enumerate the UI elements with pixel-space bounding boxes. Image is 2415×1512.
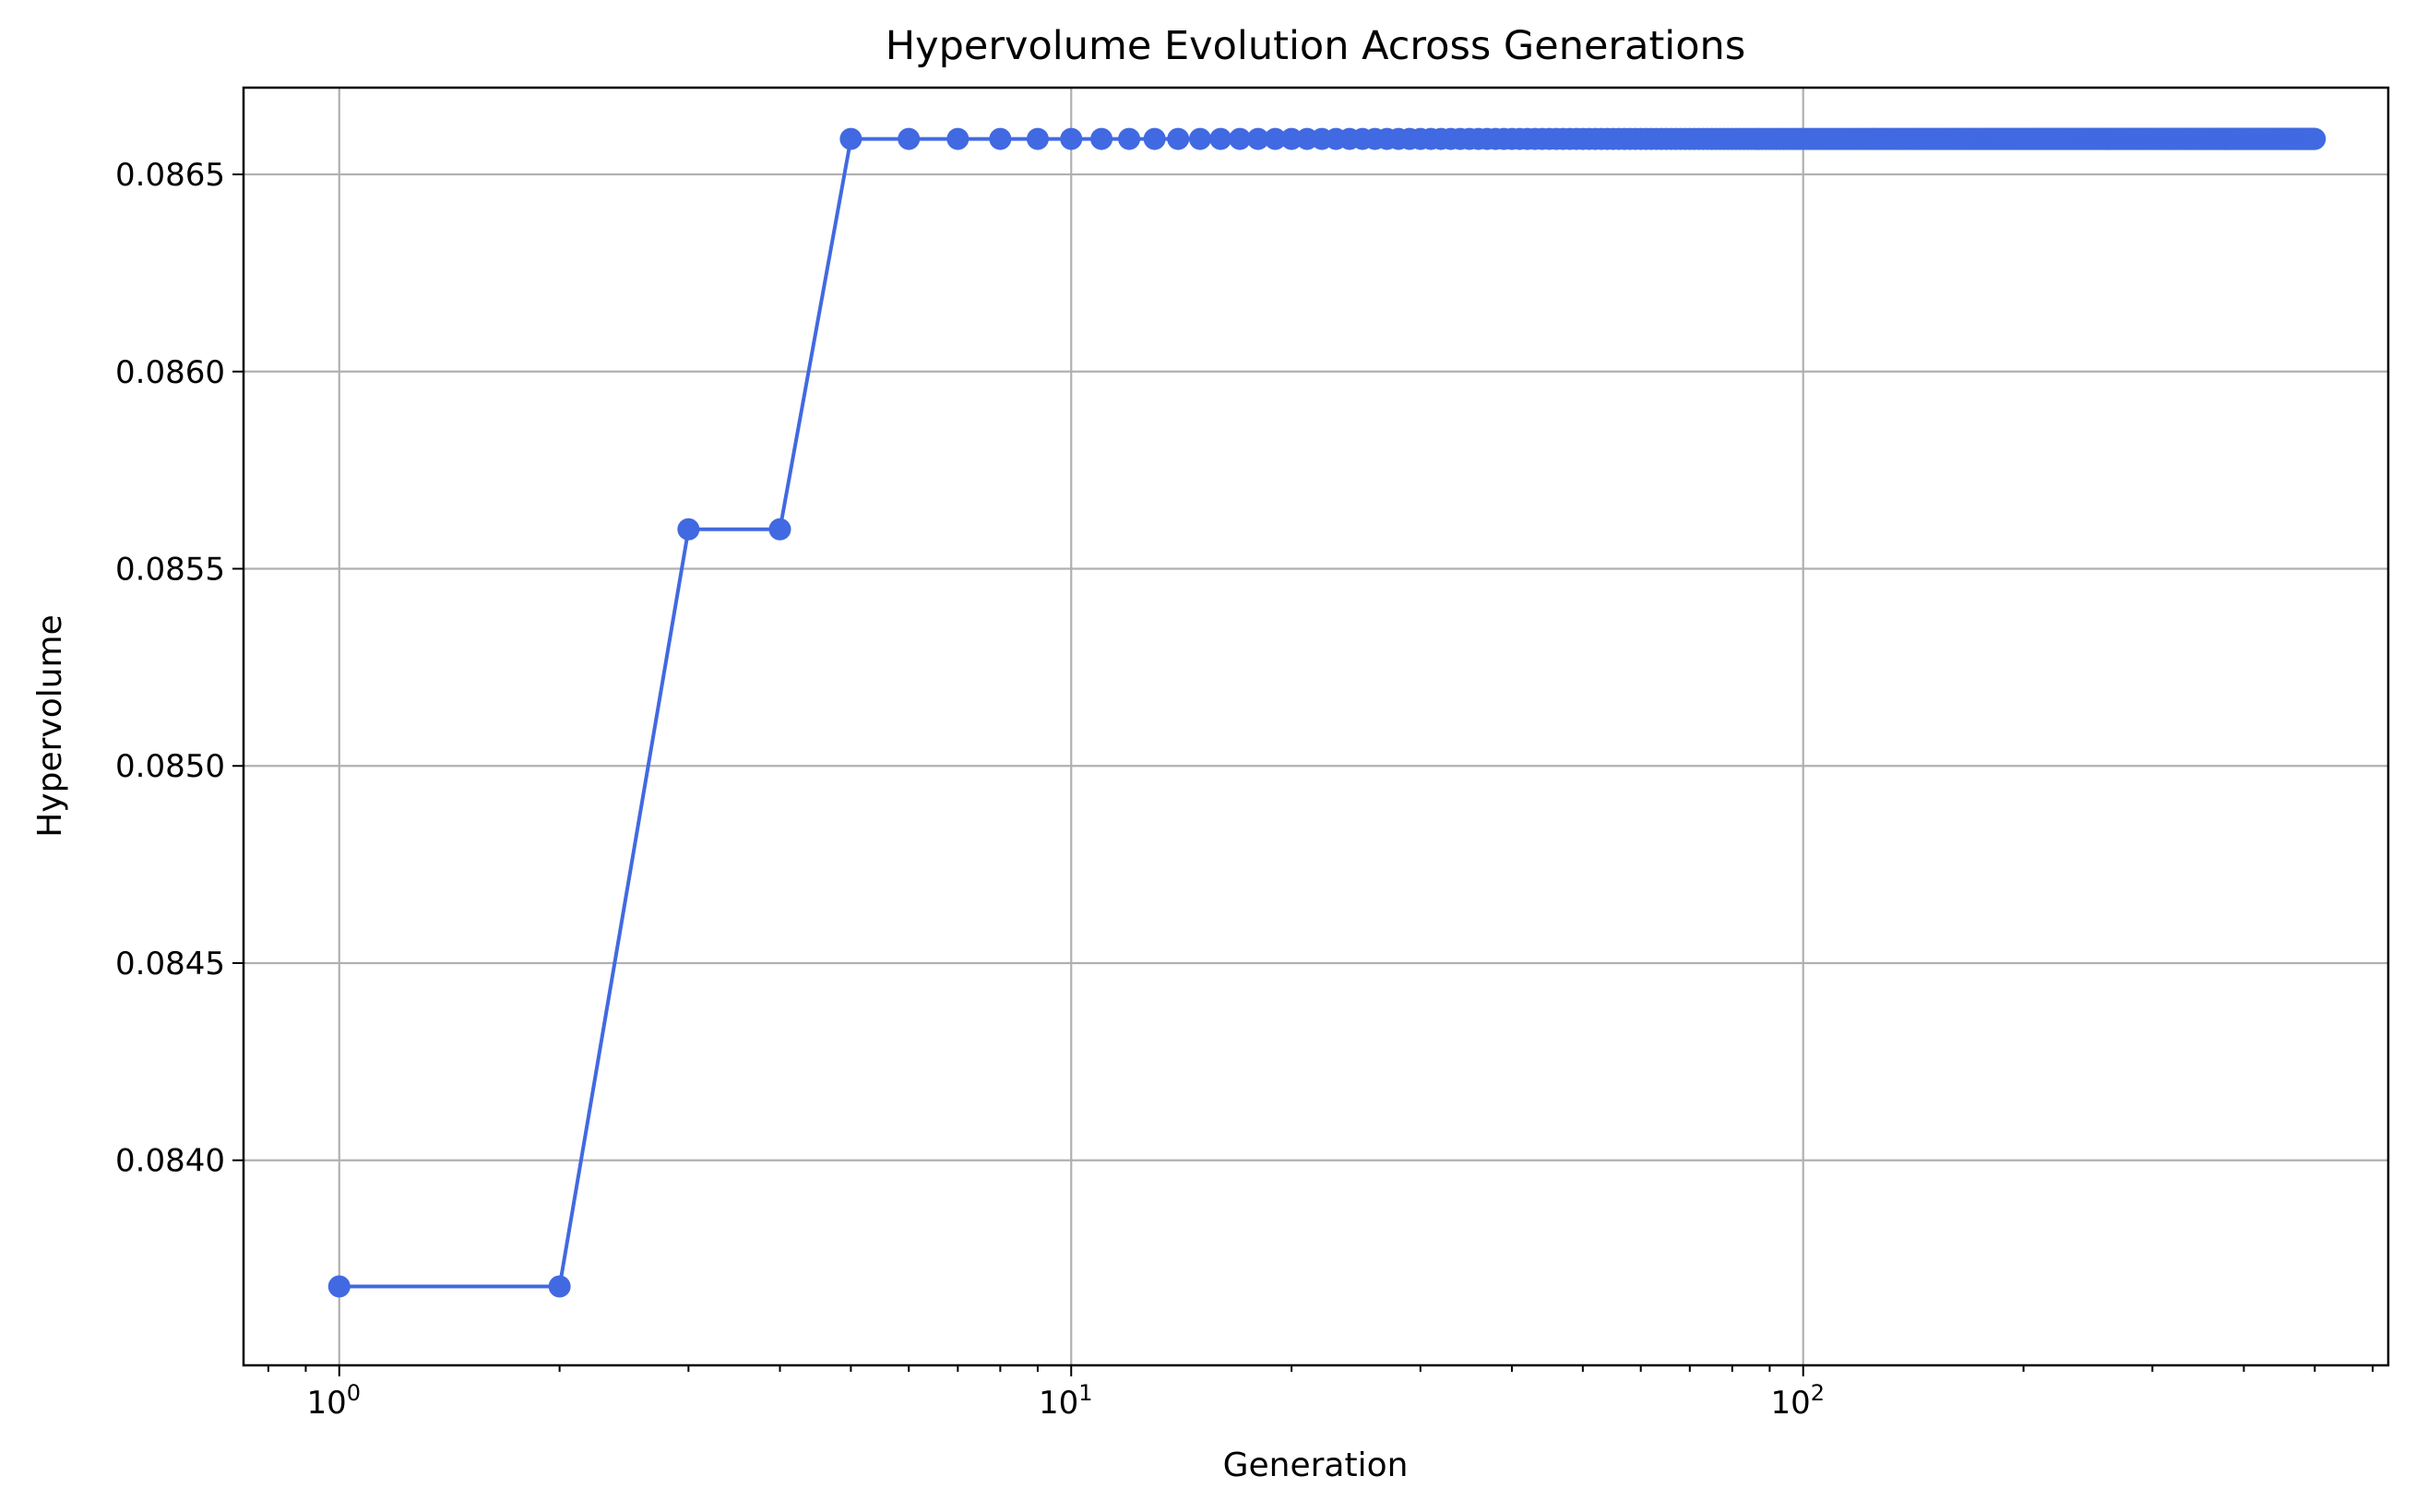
data-point bbox=[1264, 127, 1287, 150]
data-point bbox=[2303, 127, 2326, 150]
data-point bbox=[548, 1275, 571, 1298]
y-tick-label: 0.0850 bbox=[115, 748, 225, 785]
series-layer bbox=[327, 127, 2326, 1298]
tick-layer: 0.0840 0.0845 0.0850 0.0855 0.0860 0.0865 100 1… bbox=[115, 157, 2374, 1422]
data-point bbox=[989, 127, 1012, 150]
grid-layer bbox=[244, 88, 2388, 1365]
x-tick-label: 101 bbox=[1039, 1380, 1093, 1422]
data-point bbox=[1209, 127, 1232, 150]
data-point bbox=[898, 127, 921, 150]
data-point bbox=[1060, 127, 1083, 150]
x-tick-label: 102 bbox=[1770, 1380, 1825, 1422]
data-point bbox=[768, 518, 791, 541]
data-point bbox=[1280, 127, 1303, 150]
data-point bbox=[1188, 127, 1211, 150]
data-point bbox=[839, 127, 862, 150]
data-point bbox=[327, 1275, 351, 1298]
data-point bbox=[1246, 127, 1269, 150]
plot-frame bbox=[242, 86, 2390, 1367]
x-tick-label: 100 bbox=[306, 1380, 361, 1422]
data-point bbox=[946, 127, 970, 150]
chart-title: Hypervolume Evolution Across Generations bbox=[886, 23, 1745, 69]
y-tick-label: 0.0860 bbox=[115, 354, 225, 391]
y-tick-label: 0.0845 bbox=[115, 946, 225, 982]
y-axis-title: Hypervolume bbox=[31, 614, 69, 838]
y-tick-label: 0.0865 bbox=[115, 157, 225, 194]
x-axis-title: Generation bbox=[1223, 1447, 1409, 1484]
data-point bbox=[1026, 127, 1049, 150]
data-point bbox=[1143, 127, 1166, 150]
data-point bbox=[1167, 127, 1190, 150]
series-line bbox=[339, 137, 2316, 1289]
data-point bbox=[677, 518, 700, 541]
data-point bbox=[1118, 127, 1141, 150]
data-point bbox=[1229, 127, 1252, 150]
data-point bbox=[1090, 127, 1113, 150]
y-tick-label: 0.0840 bbox=[115, 1143, 225, 1180]
y-tick-label: 0.0855 bbox=[115, 552, 225, 589]
